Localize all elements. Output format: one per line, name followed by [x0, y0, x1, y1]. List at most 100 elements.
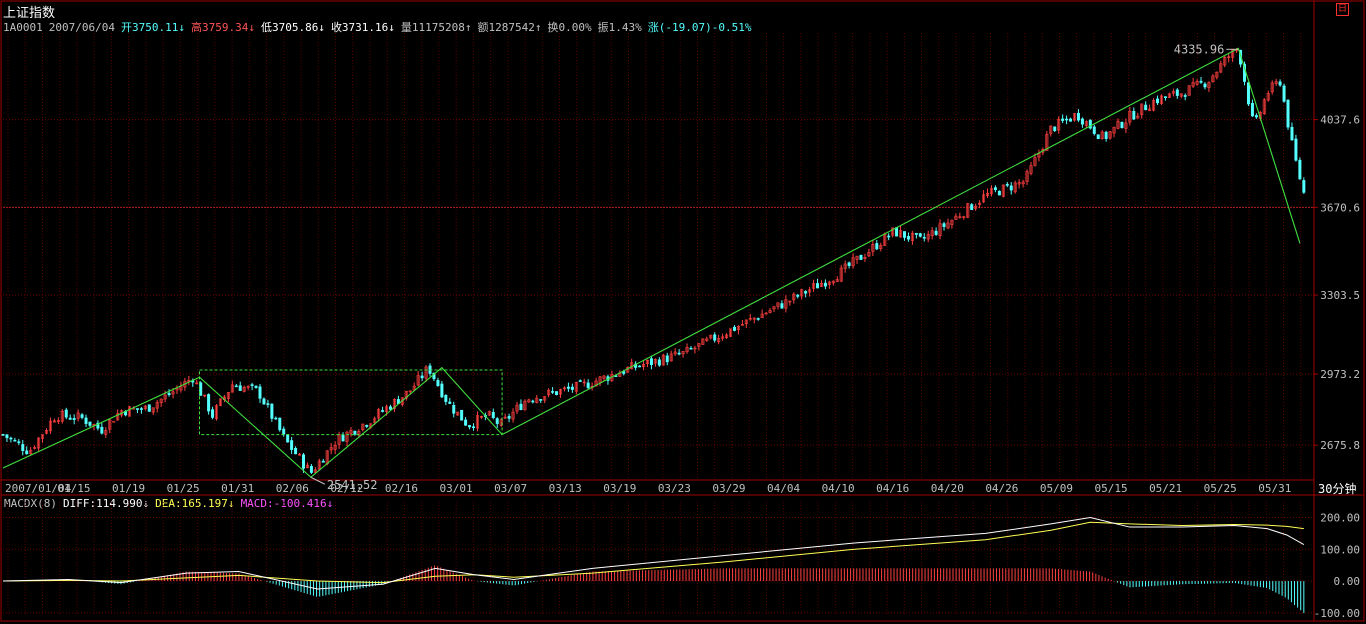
x-tick-label: 03/13 — [549, 482, 582, 495]
candle-body — [250, 384, 254, 386]
candle-body — [13, 439, 17, 442]
candle-body — [1282, 85, 1286, 102]
candle-body — [84, 417, 88, 424]
candle-body — [867, 252, 871, 257]
candle-body — [788, 300, 792, 303]
candle-body — [155, 402, 159, 409]
candle-body — [317, 460, 321, 470]
candle-body — [823, 282, 827, 287]
candle-body — [910, 232, 914, 241]
candle-body — [1116, 120, 1120, 129]
candle-body — [475, 415, 479, 429]
candle-body — [574, 382, 578, 392]
candle-body — [555, 391, 559, 395]
candle-body — [752, 317, 756, 320]
x-tick-label: 05/31 — [1258, 482, 1291, 495]
candle-body — [1215, 71, 1219, 78]
candle-body — [982, 194, 986, 203]
candle-body — [1005, 184, 1009, 186]
candle-body — [1001, 184, 1005, 197]
candle-body — [1187, 85, 1191, 96]
x-tick-label: 05/09 — [1040, 482, 1073, 495]
candle-body — [906, 236, 910, 240]
candle-body — [551, 391, 555, 393]
x-tick-label: 04/10 — [822, 482, 855, 495]
candle-body — [381, 410, 385, 412]
candle-body — [151, 407, 155, 413]
candle-body — [543, 396, 547, 401]
x-tick-label: 04/20 — [931, 482, 964, 495]
candle-body — [262, 398, 266, 405]
candle-body — [827, 281, 831, 285]
candle-body — [341, 434, 345, 442]
candle-body — [970, 204, 974, 211]
macd-y-tick-label: 200.00 — [1320, 512, 1360, 525]
x-tick-label: 03/07 — [494, 482, 527, 495]
candle-body — [685, 347, 689, 353]
x-tick-label: 01/25 — [167, 482, 200, 495]
candle-body — [784, 299, 788, 309]
candle-body — [1140, 103, 1144, 116]
macd-diff-value: DIFF:114.990↓ — [62, 497, 150, 510]
x-tick-label: 03/19 — [603, 482, 636, 495]
candle-body — [1120, 121, 1124, 129]
candle-body — [1278, 81, 1282, 86]
candle-body — [661, 354, 665, 366]
candle-body — [914, 233, 918, 235]
candle-body — [993, 187, 997, 191]
candle-body — [871, 244, 875, 252]
candle-body — [721, 336, 725, 339]
candle-body — [812, 283, 816, 289]
candle-body — [638, 365, 642, 368]
candle-body — [547, 389, 551, 396]
candle-body — [460, 409, 464, 421]
candle-body — [653, 358, 657, 364]
candle-body — [416, 375, 420, 386]
candle-body — [1183, 95, 1187, 97]
candle-body — [56, 420, 60, 422]
candle-body — [472, 426, 476, 429]
x-tick-label: 02/12 — [330, 482, 363, 495]
candle-body — [748, 317, 752, 320]
candle-body — [1199, 80, 1203, 83]
candle-body — [1132, 111, 1136, 120]
candle-body — [64, 409, 68, 418]
candle-body — [1017, 182, 1021, 185]
candle-body — [424, 366, 428, 379]
candle-body — [709, 334, 713, 339]
candle-body — [68, 417, 72, 420]
candle-body — [345, 431, 349, 442]
candle-body — [1250, 102, 1254, 117]
candle-body — [215, 405, 219, 419]
high-label: 4335.96 — [1174, 42, 1225, 56]
candle-body — [108, 419, 112, 430]
x-tick-label: 03/23 — [658, 482, 691, 495]
candle-body — [816, 283, 820, 289]
candle-body — [301, 454, 305, 469]
candle-body — [448, 401, 452, 404]
candle-body — [792, 293, 796, 301]
candle-body — [195, 382, 199, 385]
candle-body — [270, 403, 274, 419]
candle-body — [1171, 91, 1175, 94]
candle-body — [234, 385, 238, 388]
candle-body — [41, 434, 45, 439]
candle-body — [851, 257, 855, 267]
candle-body — [732, 326, 736, 331]
candle-body — [1227, 56, 1231, 59]
x-tick-label: 05/15 — [1094, 482, 1127, 495]
candle-body — [112, 420, 116, 423]
candle-body — [218, 398, 222, 406]
candle-body — [52, 420, 56, 423]
y-tick-label: 4037.6 — [1320, 114, 1360, 127]
candle-body — [464, 419, 468, 426]
restore-icon[interactable]: 日 — [1336, 3, 1349, 16]
candle-body — [582, 381, 586, 384]
candle-body — [88, 421, 92, 426]
x-tick-label: 03/01 — [439, 482, 472, 495]
candle-body — [1088, 119, 1092, 129]
candle-body — [950, 219, 954, 225]
candle-body — [1270, 82, 1274, 93]
